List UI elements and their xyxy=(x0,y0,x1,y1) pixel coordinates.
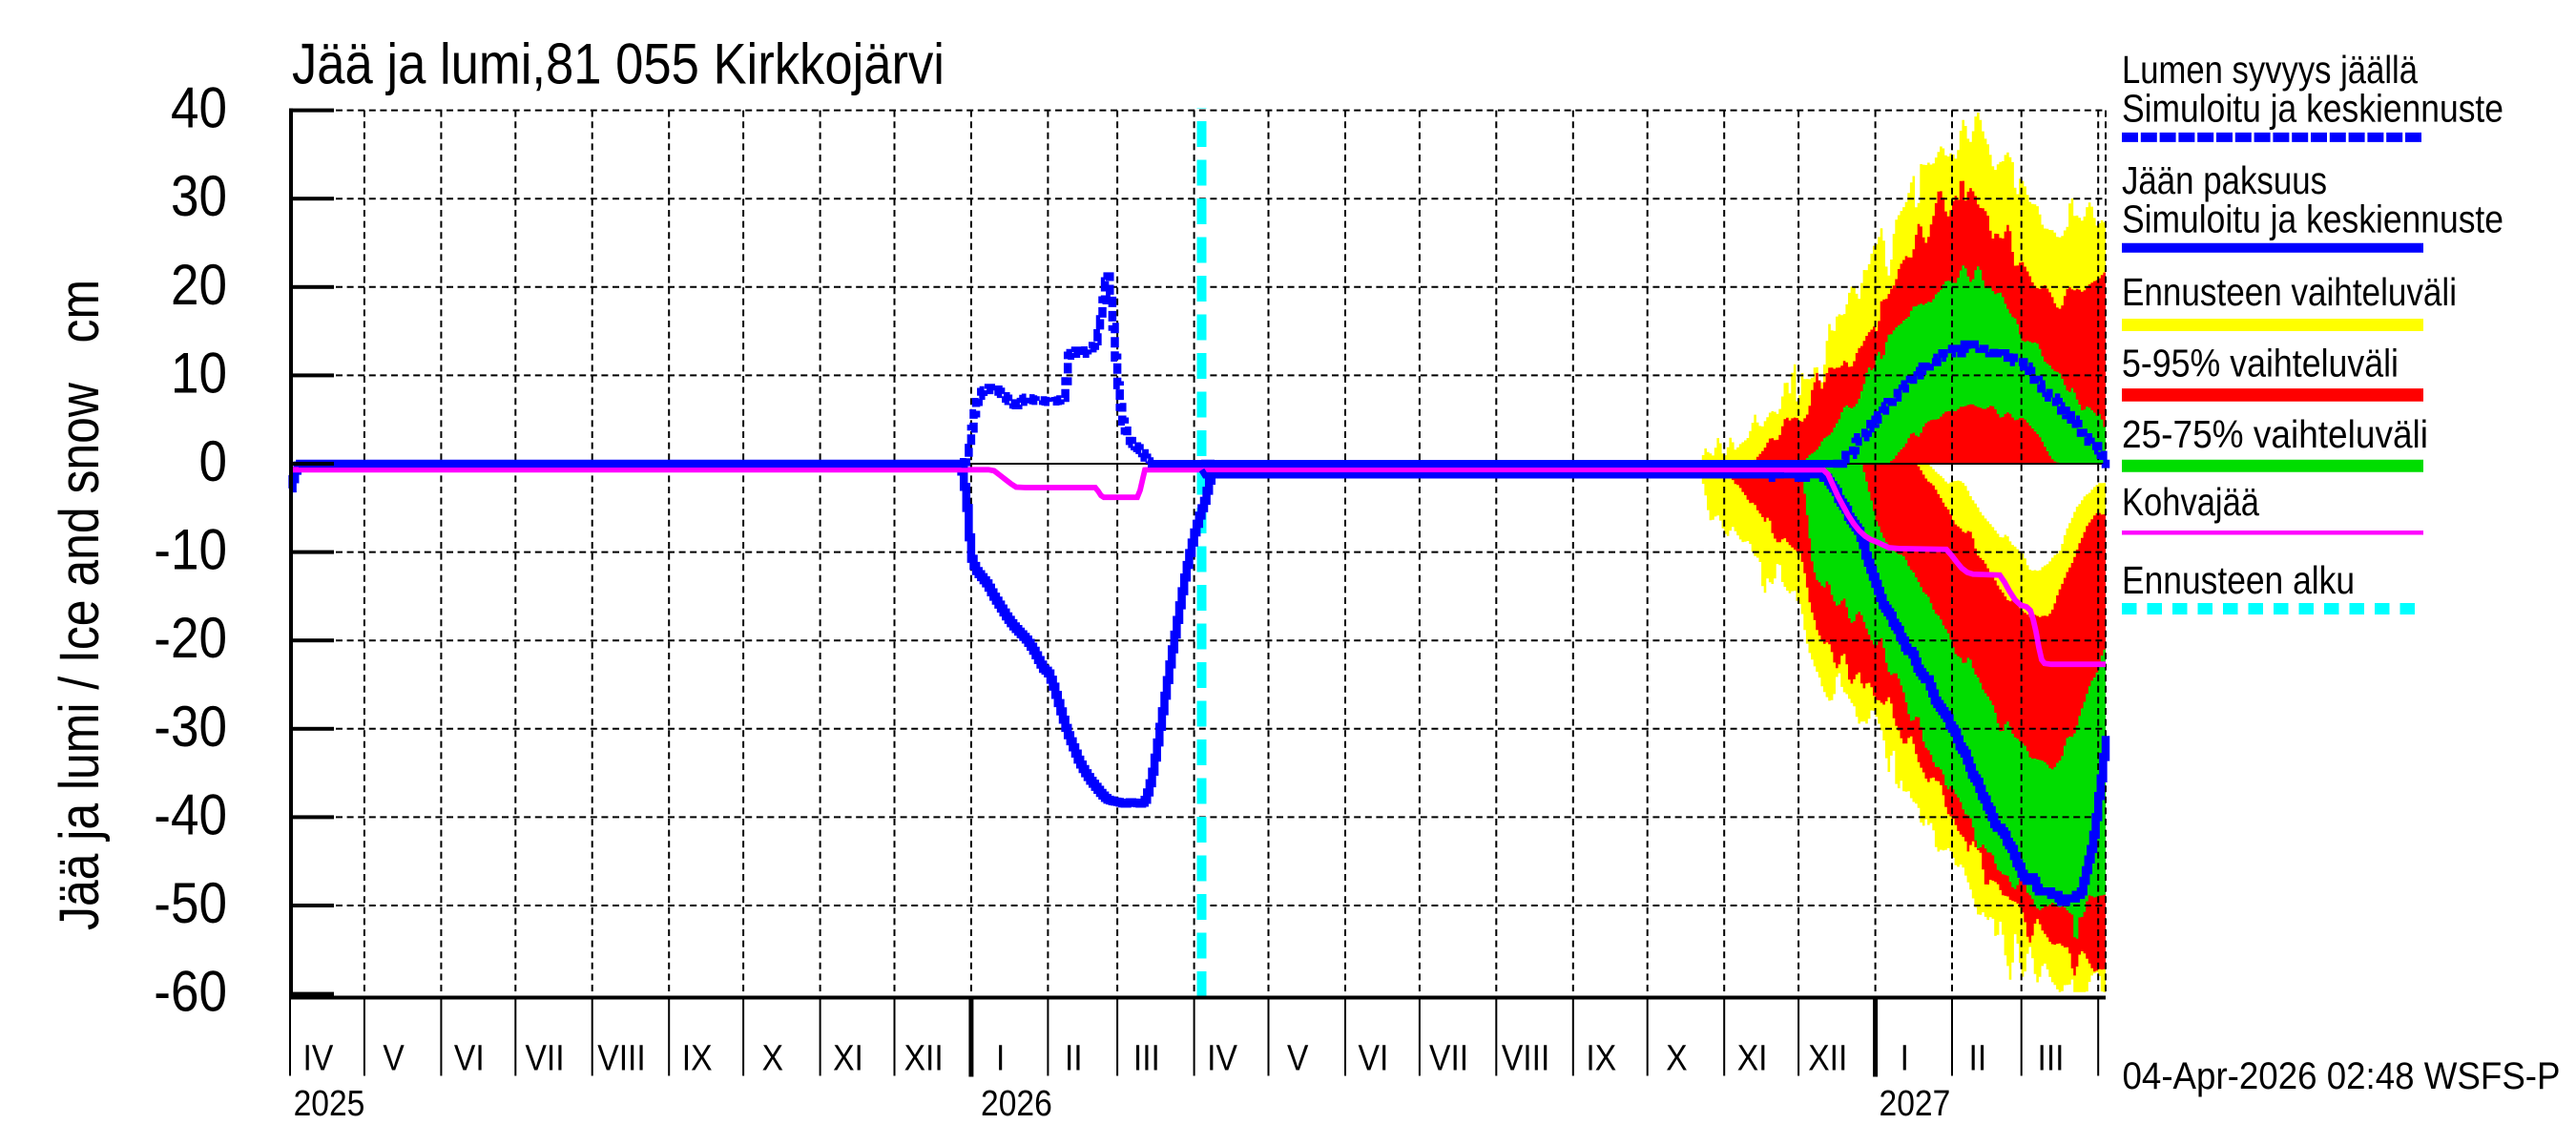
svg-text:-50: -50 xyxy=(154,871,227,935)
svg-text:Jää ja lumi / Ice and snow c: Jää ja lumi / Ice and snow cm xyxy=(49,280,111,930)
svg-text:Simuloitu ja keskiennuste: Simuloitu ja keskiennuste xyxy=(2122,198,2503,241)
svg-text:-10: -10 xyxy=(154,518,227,582)
svg-text:-60: -60 xyxy=(154,960,227,1024)
svg-text:XI: XI xyxy=(1737,1039,1768,1079)
svg-text:XI: XI xyxy=(833,1039,863,1079)
svg-text:2026: 2026 xyxy=(981,1084,1052,1124)
svg-text:X: X xyxy=(762,1039,783,1079)
svg-text:IX: IX xyxy=(1586,1039,1616,1079)
svg-text:25-75% vaihteluväli: 25-75% vaihteluväli xyxy=(2122,412,2428,456)
svg-text:III: III xyxy=(2038,1039,2065,1079)
svg-text:10: 10 xyxy=(171,341,227,405)
svg-text:I: I xyxy=(996,1039,1005,1079)
svg-text:30: 30 xyxy=(171,164,227,228)
svg-text:5-95% vaihteluväli: 5-95% vaihteluväli xyxy=(2122,342,2399,385)
svg-text:Simuloitu ja keskiennuste: Simuloitu ja keskiennuste xyxy=(2122,87,2503,131)
svg-text:V: V xyxy=(383,1039,405,1079)
svg-text:-20: -20 xyxy=(154,606,227,670)
svg-text:X: X xyxy=(1666,1039,1687,1079)
svg-text:04-Apr-2026 02:48 WSFS-P: 04-Apr-2026 02:48 WSFS-P xyxy=(2123,1055,2561,1097)
svg-text:IV: IV xyxy=(303,1039,334,1079)
svg-text:II: II xyxy=(1065,1039,1083,1079)
svg-text:VII: VII xyxy=(1429,1039,1468,1079)
svg-text:VIII: VIII xyxy=(1502,1039,1550,1079)
svg-text:Ennusteen alku: Ennusteen alku xyxy=(2122,558,2355,602)
svg-text:XII: XII xyxy=(1808,1039,1847,1079)
svg-text:VIII: VIII xyxy=(597,1039,646,1079)
svg-text:Jää ja lumi,81 055 Kirkkojärvi: Jää ja lumi,81 055 Kirkkojärvi xyxy=(292,32,945,96)
svg-text:VI: VI xyxy=(1359,1039,1389,1079)
svg-text:Kohvajää: Kohvajää xyxy=(2122,480,2259,524)
svg-text:Ennusteen vaihteluväli: Ennusteen vaihteluväli xyxy=(2122,270,2457,314)
svg-text:20: 20 xyxy=(171,253,227,317)
svg-text:-30: -30 xyxy=(154,695,227,759)
svg-text:XII: XII xyxy=(904,1039,944,1079)
svg-text:VI: VI xyxy=(454,1039,485,1079)
svg-text:0: 0 xyxy=(199,429,228,493)
svg-text:IX: IX xyxy=(682,1039,713,1079)
svg-text:2027: 2027 xyxy=(1880,1084,1951,1124)
svg-text:VII: VII xyxy=(525,1039,564,1079)
svg-text:2025: 2025 xyxy=(294,1084,365,1124)
svg-text:40: 40 xyxy=(171,76,227,140)
svg-text:IV: IV xyxy=(1207,1039,1237,1079)
svg-text:I: I xyxy=(1901,1039,1909,1079)
svg-text:Jään paksuus: Jään paksuus xyxy=(2122,158,2327,202)
svg-text:-40: -40 xyxy=(154,782,227,846)
svg-text:V: V xyxy=(1287,1039,1309,1079)
svg-text:III: III xyxy=(1133,1039,1160,1079)
svg-text:Lumen syvyys jäällä: Lumen syvyys jäällä xyxy=(2122,48,2418,92)
svg-text:II: II xyxy=(1969,1039,1987,1079)
